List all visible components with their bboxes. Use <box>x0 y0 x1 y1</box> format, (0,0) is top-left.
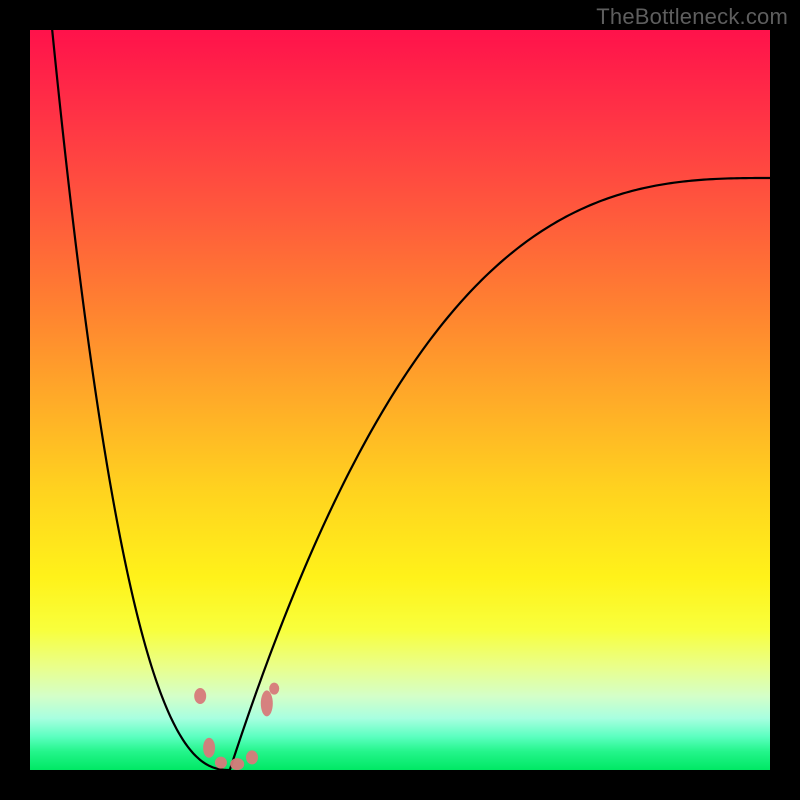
data-marker <box>194 688 206 704</box>
data-marker <box>269 683 279 695</box>
chart-frame: TheBottleneck.com <box>0 0 800 800</box>
bottleneck-curve-chart <box>30 30 770 770</box>
data-marker <box>203 738 215 758</box>
data-marker <box>246 750 258 764</box>
watermark-text: TheBottleneck.com <box>596 4 788 30</box>
plot-area <box>30 30 770 770</box>
gradient-background <box>30 30 770 770</box>
data-marker <box>215 757 227 769</box>
data-marker <box>230 758 244 770</box>
data-marker <box>261 690 273 716</box>
